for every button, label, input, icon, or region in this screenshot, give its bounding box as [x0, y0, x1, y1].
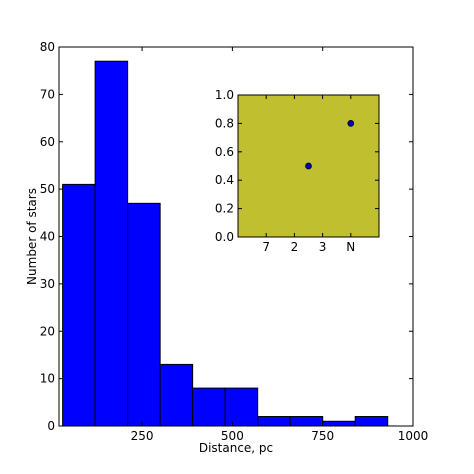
histogram-bar — [322, 420, 356, 427]
histogram-bars — [62, 60, 389, 427]
y-tick-label: 50 — [40, 182, 55, 196]
histogram-bar — [224, 387, 259, 427]
histogram-bar — [94, 60, 129, 427]
inset-scatter-point — [347, 120, 355, 127]
inset-x-tick-label: N — [346, 240, 355, 254]
inset-y-ticks: 0.0 0.2 0.4 0.6 0.8 1.0 — [215, 88, 379, 244]
inset-y-tick-label: 0.4 — [215, 173, 234, 187]
inset-y-tick-label: 0.0 — [215, 230, 234, 244]
inset-y-tick-label: 0.2 — [215, 202, 234, 216]
histogram-bar — [354, 416, 389, 427]
x-tick-label: 500 — [221, 429, 244, 443]
histogram-bar — [62, 183, 96, 427]
y-tick-label: 10 — [40, 372, 55, 386]
inset-y-tick-label: 0.6 — [215, 145, 234, 159]
inset-axes: 0.0 0.2 0.4 0.6 0.8 1.0 7 2 3 N — [215, 88, 380, 254]
inset-scatter-points — [305, 120, 355, 170]
y-axis-label: Number of stars — [25, 188, 39, 285]
histogram-bar — [127, 202, 161, 427]
inset-x-tick-label: 2 — [291, 240, 299, 254]
x-tick-label: 1000 — [398, 429, 429, 443]
inset-x-tick-label: 3 — [319, 240, 327, 254]
y-tick-label: 20 — [40, 324, 55, 338]
main-x-ticks: 250 500 750 1000 — [131, 47, 429, 443]
inset-axes-frame — [237, 94, 380, 238]
x-axis-label: Distance, pc — [199, 441, 273, 455]
y-tick-label: 70 — [40, 87, 55, 101]
histogram-bar — [192, 387, 226, 427]
main-axes-frame — [58, 46, 414, 427]
inset-scatter-point — [305, 162, 312, 170]
inset-x-tick-label: 7 — [262, 240, 270, 254]
histogram-bar — [159, 363, 194, 427]
y-tick-label: 40 — [40, 230, 55, 244]
histogram-bar — [289, 416, 324, 427]
y-tick-label: 0 — [47, 419, 55, 433]
y-tick-label: 80 — [40, 40, 55, 54]
inset-y-tick-label: 0.8 — [215, 116, 234, 130]
x-tick-label: 250 — [131, 429, 154, 443]
x-tick-label: 750 — [311, 429, 334, 443]
y-tick-label: 60 — [40, 135, 55, 149]
inset-y-tick-label: 1.0 — [215, 88, 234, 102]
histogram-bar — [257, 416, 291, 427]
inset-x-ticks: 7 2 3 N — [262, 95, 355, 254]
y-tick-label: 30 — [40, 277, 55, 291]
